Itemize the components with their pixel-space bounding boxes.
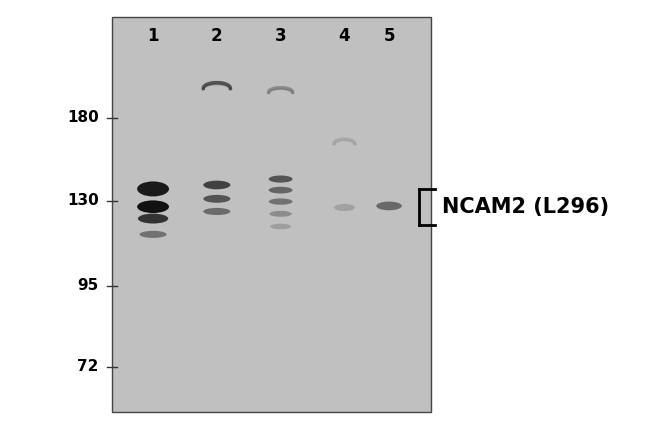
Ellipse shape [140, 231, 166, 238]
Ellipse shape [270, 224, 291, 229]
Text: 2: 2 [211, 27, 223, 45]
Ellipse shape [268, 176, 292, 183]
Text: 95: 95 [77, 278, 99, 293]
Ellipse shape [334, 204, 355, 211]
FancyBboxPatch shape [112, 17, 430, 412]
Text: 180: 180 [67, 110, 99, 125]
Ellipse shape [138, 214, 168, 224]
Text: 4: 4 [339, 27, 350, 45]
Text: 130: 130 [67, 193, 99, 208]
Text: 1: 1 [148, 27, 159, 45]
Ellipse shape [268, 198, 292, 205]
Text: 72: 72 [77, 359, 99, 374]
Ellipse shape [137, 181, 169, 196]
Ellipse shape [203, 181, 230, 189]
Ellipse shape [376, 201, 402, 210]
Ellipse shape [270, 211, 292, 217]
Ellipse shape [203, 195, 230, 203]
Ellipse shape [203, 208, 230, 215]
Text: 3: 3 [275, 27, 287, 45]
Ellipse shape [268, 187, 292, 193]
Text: NCAM2 (L296): NCAM2 (L296) [441, 197, 609, 217]
Ellipse shape [137, 201, 169, 213]
Text: 5: 5 [384, 27, 395, 45]
